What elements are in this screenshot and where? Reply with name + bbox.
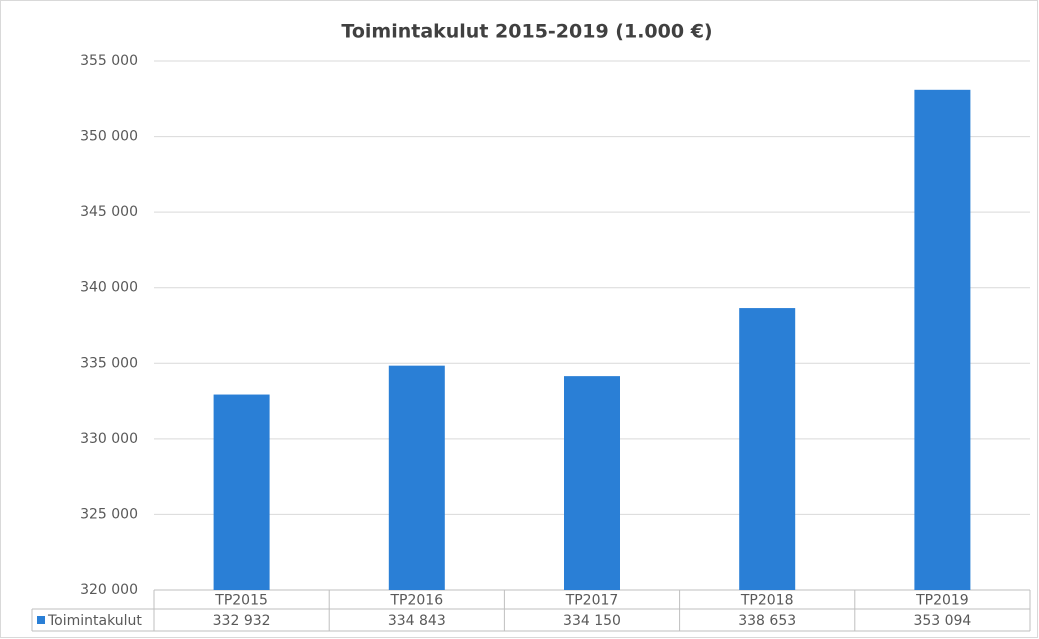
x-tick-label: TP2017 [565,593,619,609]
y-tick-label: 325 000 [80,506,138,522]
bar [739,308,796,590]
x-tick-label: TP2019 [915,593,969,609]
table-value: 334 843 [388,613,446,629]
legend-label: Toimintakulut [47,613,142,629]
table-value: 332 932 [213,613,271,629]
bar [388,365,445,590]
bar [564,376,620,590]
x-tick-label: TP2016 [389,593,443,609]
chart-title: Toimintakulut 2015-2019 (1.000 €) [341,21,712,43]
y-tick-label: 340 000 [80,280,138,296]
table-value: 353 094 [913,613,971,629]
x-tick-label: TP2015 [214,593,268,609]
x-tick-label: TP2018 [740,593,794,609]
bar [914,89,971,590]
y-tick-label: 345 000 [80,204,138,220]
y-tick-label: 330 000 [80,431,138,447]
table-value: 334 150 [563,613,621,629]
y-tick-label: 350 000 [80,129,138,145]
bar [213,394,270,590]
y-tick-label: 335 000 [80,355,138,371]
y-tick-label: 355 000 [80,53,138,69]
table-value: 338 653 [738,613,796,629]
y-tick-label: 320 000 [80,582,138,598]
legend-key [37,616,45,624]
